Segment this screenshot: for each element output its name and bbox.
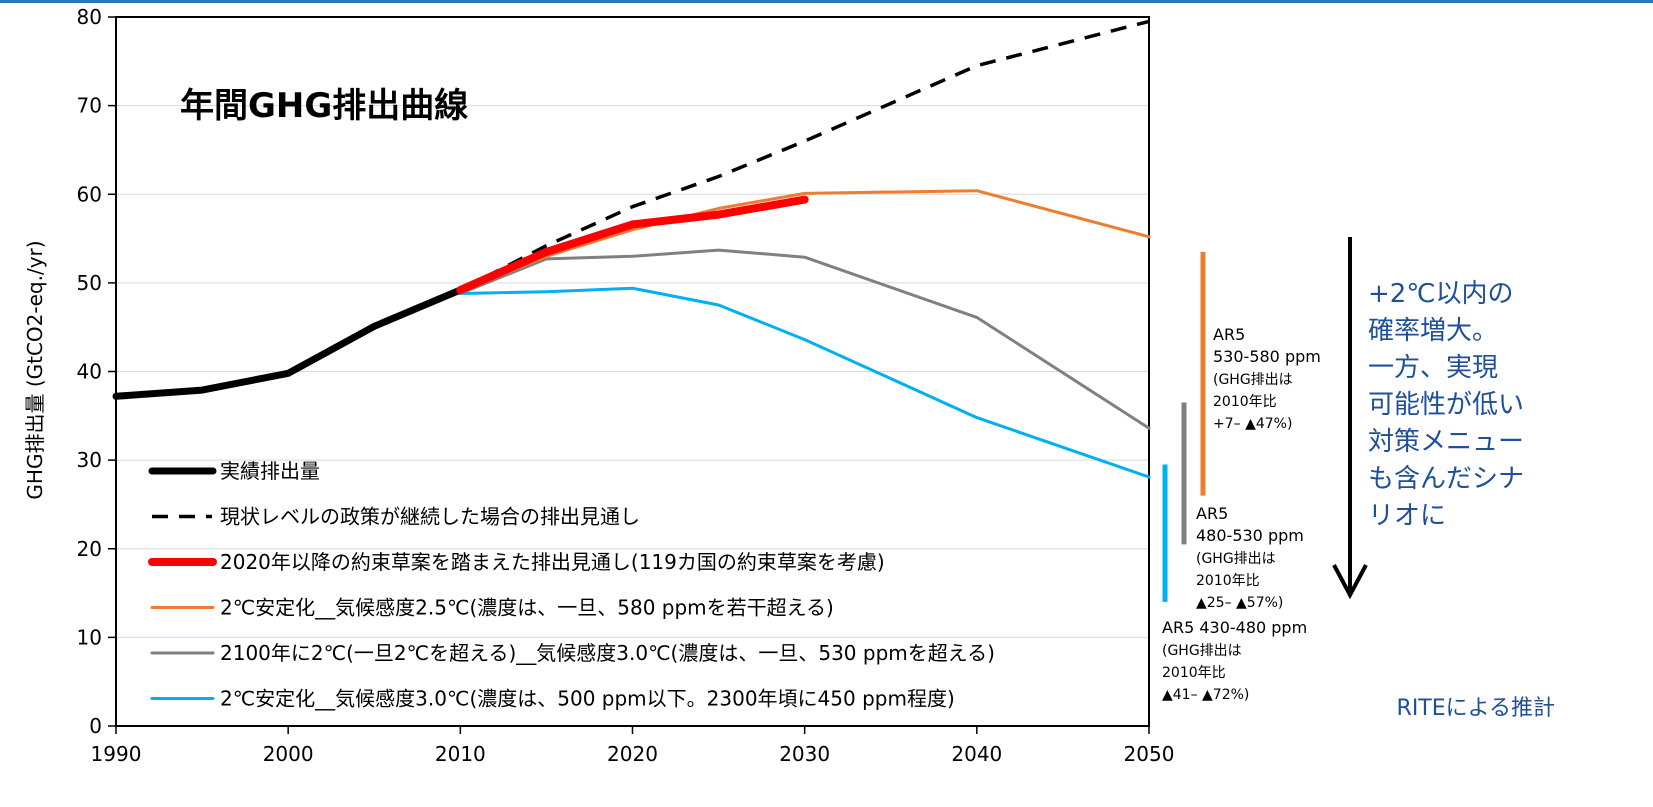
series-line-3 <box>456 195 809 294</box>
ar5-text-1-2: 530-580 ppm <box>1213 347 1321 366</box>
top-rule <box>0 0 1653 3</box>
x-tick-label-2010: 2010 <box>435 742 486 766</box>
ar5-text-1-4: 2010年比 <box>1213 394 1277 410</box>
ar5-text-1-5: +7– ▲47%) <box>1213 416 1292 432</box>
series-line-5 <box>458 248 1151 430</box>
series-lines <box>112 19 1151 479</box>
ar5-text-2-1: AR5 <box>1196 504 1228 523</box>
legend-label-5: 2100年に2℃(一旦2℃を超える)__気候感度3.0℃(濃度は、一旦、530 … <box>220 641 995 665</box>
y-tick-label-50: 50 <box>77 271 102 295</box>
ar5-text-2-2: 480-530 ppm <box>1196 526 1304 545</box>
annotation-line-2: 確率増大。 <box>1368 316 1498 346</box>
y-tick-label-20: 20 <box>77 537 102 561</box>
annotation-arrow-head <box>1332 564 1368 600</box>
x-tick-label-2020: 2020 <box>607 742 658 766</box>
legend-label-1: 実績排出量 <box>220 459 320 483</box>
annotation-line-7: リオに <box>1368 501 1446 531</box>
ar5-text-2-3: (GHG排出は <box>1196 551 1276 567</box>
ar5-text-3-2: (GHG排出は <box>1162 643 1242 659</box>
axes <box>108 16 1150 734</box>
y-tick-label-40: 40 <box>77 360 102 384</box>
annotation-line-1: +2℃以内の <box>1368 279 1514 309</box>
legend-label-3: 2020年以降の約束草案を踏まえた排出見通し(119カ国の約束草案を考慮) <box>220 550 885 574</box>
ar5-text-3-3: 2010年比 <box>1162 665 1226 681</box>
credit-text: RITEによる推計 <box>1397 696 1555 721</box>
y-tick-label-30: 30 <box>77 448 102 472</box>
x-tick-label-1990: 1990 <box>91 742 142 766</box>
annotation-line-5: 対策メニュー <box>1368 427 1524 457</box>
legend-label-6: 2℃安定化__気候感度3.0℃(濃度は、500 ppm以下。2300年頃に450… <box>220 687 955 711</box>
ar5-text-3-4: ▲41– ▲72%) <box>1162 687 1249 703</box>
annotation-line-6: も含んだシナ <box>1368 464 1524 494</box>
y-tick-label-80: 80 <box>77 5 102 29</box>
series-line-4 <box>458 189 1151 294</box>
series-line-2 <box>459 19 1150 292</box>
y-tick-label-10: 10 <box>77 625 102 649</box>
ar5-text-1-1: AR5 <box>1213 325 1245 344</box>
y-axis-label: GHG排出量 (GtCO2-eq./yr) <box>23 240 47 499</box>
ar5-text-2-4: 2010年比 <box>1196 573 1260 589</box>
y-tick-label-70: 70 <box>77 94 102 118</box>
ar5-text-1-3: (GHG排出は <box>1213 372 1293 388</box>
ar5-text-3-1: AR5 430-480 ppm <box>1162 618 1307 637</box>
legend-label-4: 2℃安定化__気候感度2.5℃(濃度は、一旦、580 ppmを若干超える) <box>220 596 834 620</box>
annotation-line-4: 可能性が低い <box>1368 390 1524 420</box>
x-tick-label-2050: 2050 <box>1124 742 1175 766</box>
x-tick-label-2000: 2000 <box>263 742 314 766</box>
plot-frame <box>115 16 1150 727</box>
series-line-1 <box>112 286 464 400</box>
annotation-line-3: 一方、実現 <box>1368 353 1498 383</box>
ar5-text-2-5: ▲25– ▲57%) <box>1196 595 1283 611</box>
chart-title: 年間GHG排出曲線 <box>180 86 468 126</box>
series-line-6 <box>458 286 1151 479</box>
y-tick-label-60: 60 <box>77 182 102 206</box>
x-tick-label-2040: 2040 <box>951 742 1002 766</box>
legend-label-2: 現状レベルの政策が継続した場合の排出見通し <box>220 505 640 529</box>
ar5-ranges: AR5 530-580 ppm (GHG排出は 2010年比 +7– ▲47%) AR5 4… <box>1162 251 1321 703</box>
y-tick-label-0: 0 <box>89 714 102 738</box>
grid-lines <box>116 16 1149 638</box>
x-tick-label-2030: 2030 <box>779 742 830 766</box>
